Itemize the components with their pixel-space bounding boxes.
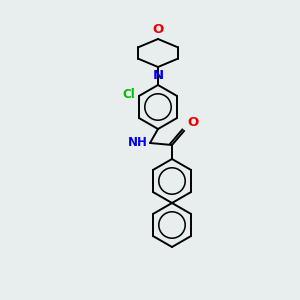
Text: O: O bbox=[187, 116, 198, 129]
Text: NH: NH bbox=[128, 136, 148, 149]
Text: N: N bbox=[152, 69, 164, 82]
Text: Cl: Cl bbox=[122, 88, 135, 101]
Text: O: O bbox=[152, 23, 164, 36]
